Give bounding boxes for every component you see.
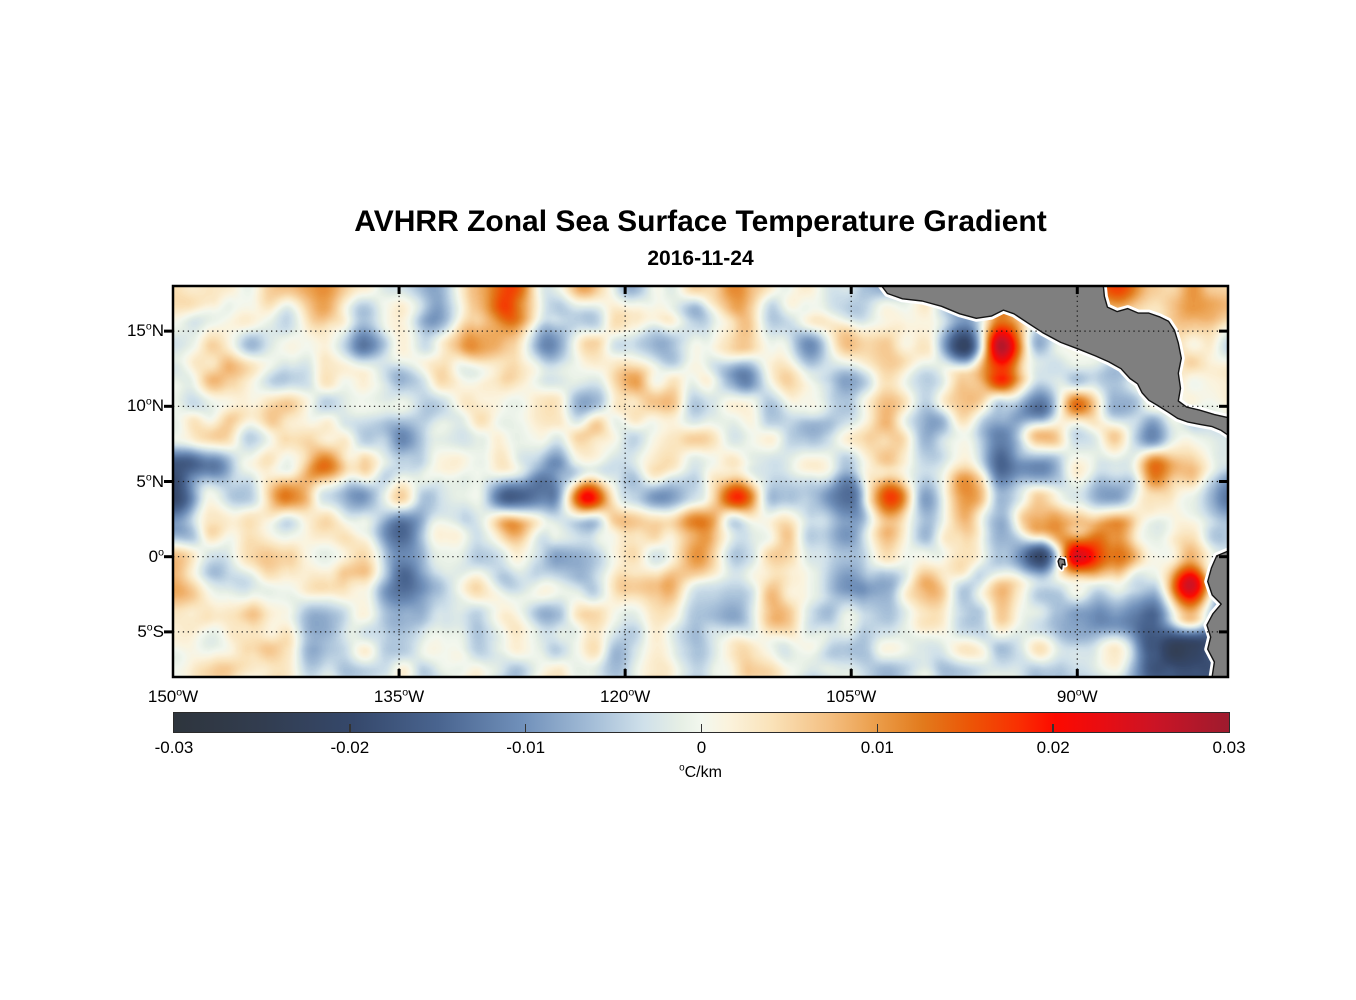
colorbar [173,712,1230,733]
degree-glyph: o [158,546,164,559]
y-tick-label: 5oS [137,621,164,641]
degree-glyph: o [145,470,152,483]
x-tick-label: 120oW [600,686,651,706]
x-tick-label: 135oW [373,686,425,706]
y-tick-label: 5oN [136,470,164,491]
y-tick-label: 10oN [126,395,164,416]
chart-title: AVHRR Zonal Sea Surface Temperature Grad… [354,205,1047,238]
heatmap-canvas [173,286,1228,677]
colorbar-tick-label: -0.03 [154,738,194,757]
colorbar-tick-mark [876,724,879,732]
y-tick-label: 0o [148,546,164,566]
colorbar-tick-mark [1052,724,1054,732]
degree-glyph: o [145,395,152,408]
degree-glyph: o [146,621,153,634]
colorbar-tick-label: -0.02 [330,738,370,757]
colorbar-tick-label: 0.01 [860,738,894,757]
degree-glyph: o [628,686,635,699]
degree-glyph: o [679,762,685,774]
colorbar-unit-label: oC/km [679,762,722,781]
colorbar-tick-mark [524,724,527,732]
x-tick-label: 105oW [826,686,877,706]
degree-glyph: o [402,686,409,699]
colorbar-tick-mark [700,724,703,732]
colorbar-tick-label: 0.03 [1212,738,1246,757]
colorbar-tick-label: -0.01 [506,738,546,757]
y-tick-label: 15oN [126,320,164,341]
degree-glyph: o [145,320,152,333]
degree-glyph: o [176,686,183,699]
colorbar-tick-label: 0.02 [1036,738,1070,757]
chart-date: 2016-11-24 [647,247,754,270]
colorbar-tick-label: 0 [696,738,707,757]
degree-glyph: o [1075,686,1082,699]
degree-glyph: o [854,686,861,699]
colorbar-tick-mark [349,724,351,732]
x-tick-label: 150oW [147,686,199,706]
x-tick-label: 90oW [1056,686,1098,706]
